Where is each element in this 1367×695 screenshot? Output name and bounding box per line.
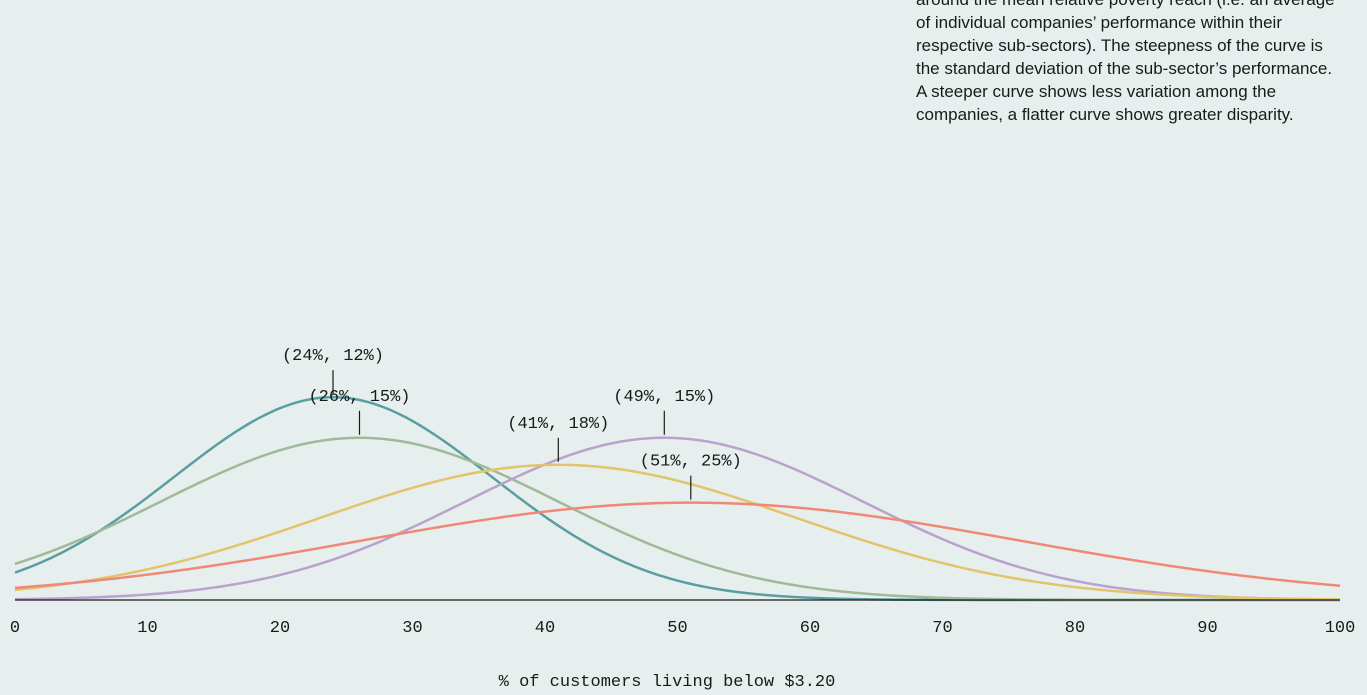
x-tick-label: 50 (667, 619, 687, 638)
x-tick-label: 70 (932, 619, 952, 638)
distribution-curve-1 (14, 395, 1340, 602)
x-tick-labels: 0 10 20 30 40 50 60 70 80 90 100 (10, 619, 1355, 638)
chart-explanation-note: around the mean relative poverty reach (… (916, 0, 1335, 124)
distribution-curve-4 (14, 463, 1341, 601)
peak-annotations: (24%, 12%) (26%, 15%) (49%, 15%)(41%, 18%)… (282, 347, 742, 500)
x-axis-label: % of customers living below $3.20 (499, 673, 836, 692)
x-tick-label: 10 (137, 619, 157, 638)
x-tick-label: 30 (402, 619, 422, 638)
x-tick-label: 60 (800, 619, 820, 638)
peak-label-5: (51%, 25%) (640, 453, 742, 472)
distribution-curve-5 (14, 501, 1341, 590)
curves-layer (14, 395, 1341, 602)
x-tick-label: 40 (535, 619, 555, 638)
distribution-curve-3 (14, 436, 1341, 601)
x-tick-label: 90 (1197, 619, 1217, 638)
x-tick-label: 100 (1325, 619, 1356, 638)
x-tick-label: 0 (10, 619, 20, 638)
peak-label-3: (49%, 15%) (613, 388, 715, 407)
x-tick-label: 20 (270, 619, 290, 638)
peak-label-4: (41%, 18%) (507, 415, 609, 434)
peak-label-2: (26%, 15%) (308, 388, 410, 407)
x-tick-label: 80 (1065, 619, 1085, 638)
peak-label-1: (24%, 12%) (282, 347, 384, 366)
